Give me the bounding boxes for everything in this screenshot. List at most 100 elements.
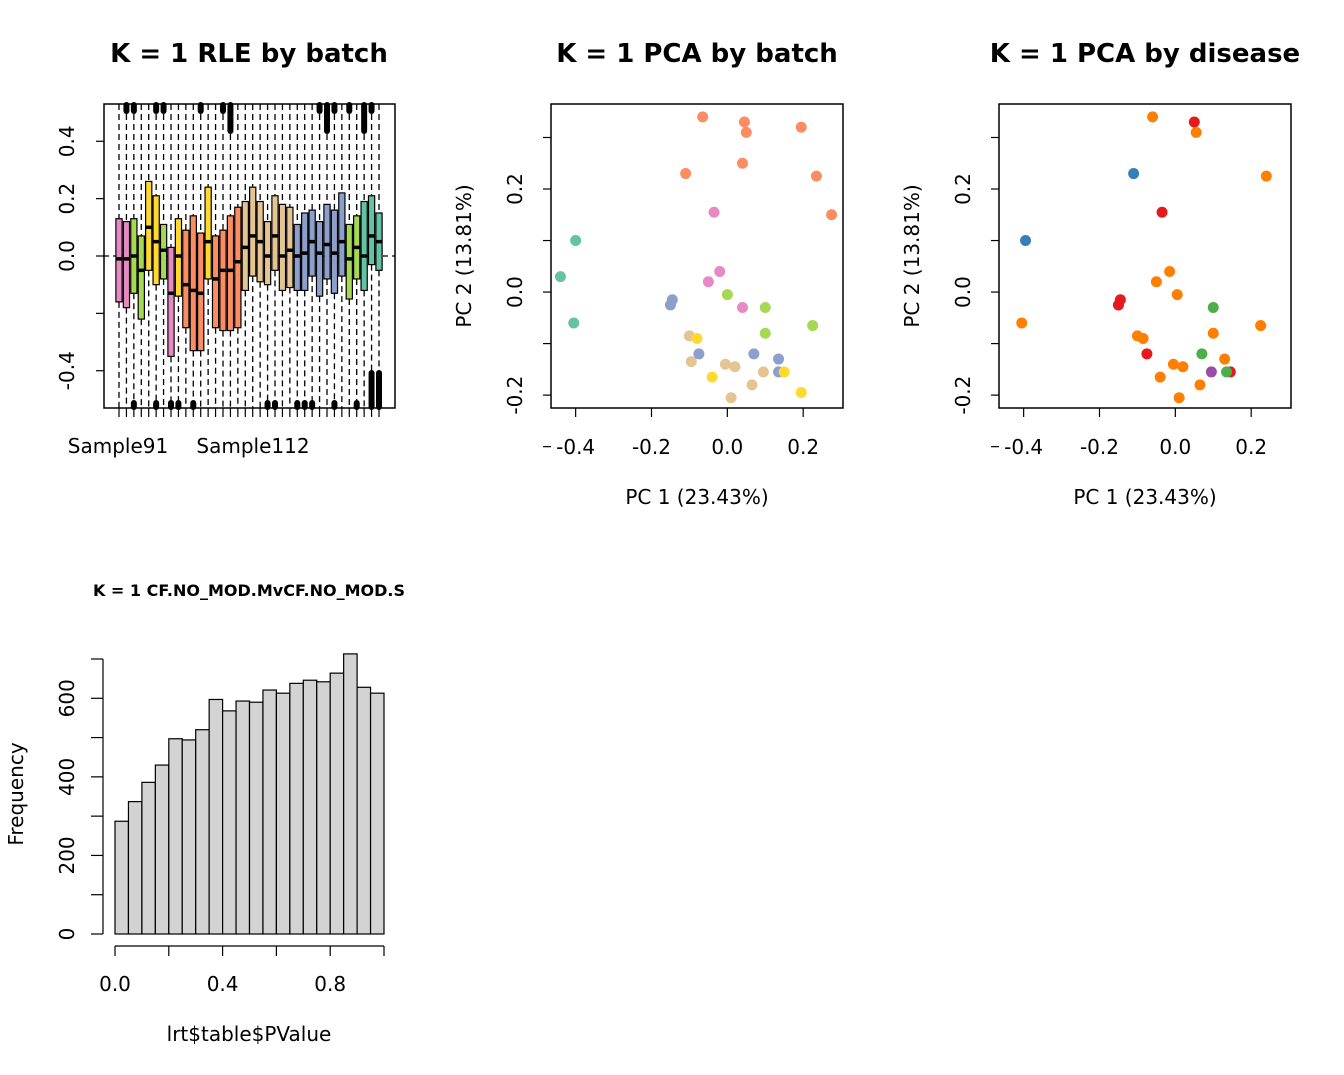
pca-disease-ytick-label: -0.2: [951, 376, 975, 415]
pca-batch-ytick-label: -0.2: [503, 376, 527, 415]
pca-batch-point: [714, 265, 726, 277]
histogram-bar: [248, 701, 264, 935]
histogram-bar: [222, 710, 237, 935]
pca-disease-ytick-label: 0.0: [951, 276, 975, 308]
histogram-bar: [127, 801, 143, 935]
pca-disease-point: [1221, 366, 1233, 378]
rle-title: K = 1 RLE by batch: [110, 39, 388, 69]
pca-batch-point: [740, 126, 752, 138]
histogram-bar: [141, 781, 156, 935]
pca-batch-point: [719, 358, 731, 370]
histogram-axes: 0.0 0.4 0.8 0 200 400 600: [55, 658, 385, 996]
pca-batch-xtick-label: 0.2: [787, 435, 819, 459]
pca-disease-point: [1167, 358, 1179, 370]
rle-box: [345, 223, 353, 300]
pca-batch-xtick-label: -0.2: [632, 435, 671, 459]
pca-disease-ytick-label: 0.2: [951, 173, 975, 205]
pca-disease-xtick-label: -0.2: [1080, 435, 1119, 459]
pca-disease-title: K = 1 PCA by disease: [990, 39, 1300, 69]
histogram-bar: [289, 682, 304, 935]
pca-batch-point: [748, 348, 760, 360]
rle-box: [271, 195, 279, 271]
pca-disease-point: [1196, 348, 1208, 360]
histogram-bar: [262, 689, 278, 935]
pca-batch-point: [568, 317, 580, 329]
rle-ytick-label: -0.4: [55, 351, 79, 390]
histogram-bar: [168, 738, 183, 935]
pca-disease-point: [1190, 126, 1202, 138]
histogram-bar: [181, 739, 197, 935]
rle-box: [315, 220, 324, 297]
rle-xtick-label-sample112: Sample112: [196, 434, 309, 458]
pvalue-histogram-panel: K = 1 CF.NO_MOD.MvCF.NO_MOD.S 0.0 0.4 0.80…: [4, 581, 405, 1046]
rle-box: [367, 195, 376, 266]
pca-batch-point: [570, 235, 582, 247]
rle-box: [323, 203, 331, 280]
pca-disease-point: [1154, 371, 1166, 383]
histogram-ytick-label: 200: [55, 836, 79, 874]
pca-batch-point: [691, 332, 703, 344]
histogram-xtick-label: 0.4: [207, 972, 239, 996]
rle-outlier-cluster-top: [346, 102, 353, 114]
pca-disease-point: [1137, 332, 1149, 344]
pca-batch-plot-frame: [550, 103, 844, 409]
histogram-bar: [343, 653, 358, 935]
histogram-bar: [302, 679, 318, 935]
pca-disease-point: [1150, 276, 1162, 288]
rle-box: [263, 220, 272, 286]
histogram-bar: [114, 820, 130, 935]
histogram-xtick-label: 0.8: [314, 972, 346, 996]
pca-disease-axes: -0.4 -0.2 0.0 0.2 -0.2 0.0 0.2: [951, 136, 1267, 459]
pca-disease-point: [1141, 348, 1153, 360]
histogram-xlabel: lrt$table$PValue: [167, 1022, 332, 1046]
rle-box: [226, 215, 235, 332]
pca-batch-point: [737, 157, 749, 169]
rle-ytick-label: 0.0: [55, 240, 79, 272]
rle-outlier-cluster-top: [324, 102, 330, 134]
pca-disease-plot-frame: [998, 103, 1292, 409]
rle-outlier-cluster-top: [368, 102, 375, 114]
histogram-bars: [114, 653, 385, 935]
histogram-ytick-label: 0: [55, 928, 79, 941]
pca-batch-point: [826, 209, 838, 221]
pca-disease-panel: K = 1 PCA by disease -0.4 -0.2 0.0 0.2 -0.2 0…: [900, 39, 1300, 509]
pca-batch-point: [706, 371, 718, 383]
rle-outlier-cluster-bottom: [368, 370, 375, 410]
rle-box: [338, 192, 346, 277]
pca-disease-point: [1194, 379, 1206, 391]
histogram-bar: [316, 681, 331, 935]
pca-disease-points: [1016, 111, 1272, 404]
pca-disease-xtick-label: -0.4: [1004, 435, 1043, 459]
histogram-bar: [195, 729, 210, 935]
pca-batch-point: [759, 327, 771, 339]
histogram-bar: [275, 692, 291, 935]
histogram-bar: [208, 698, 224, 935]
histogram-ylabel: Frequency: [4, 742, 28, 845]
rle-outlier-cluster-bottom: [376, 370, 382, 410]
rle-boxplot-panel: K = 1 RLE by batch -0.4 0.0 0.2 0.4 Sample9…: [55, 39, 396, 458]
pca-disease-point: [1128, 168, 1140, 180]
histogram-bar: [356, 686, 372, 935]
rle-box: [182, 229, 190, 329]
rle-box: [286, 206, 294, 289]
pca-batch-ylabel: PC 2 (13.81%): [452, 184, 476, 327]
rle-outlier-cluster-top: [220, 102, 226, 114]
rle-outlier-cluster-top: [153, 102, 160, 114]
histogram-bar: [369, 692, 385, 935]
rle-outlier-cluster-top: [361, 102, 368, 134]
pca-batch-points: [554, 111, 838, 404]
pca-batch-point: [773, 353, 785, 365]
pca-batch-point: [759, 302, 771, 314]
pca-batch-ytick-label: 0.2: [503, 173, 527, 205]
rle-box: [234, 206, 242, 329]
pca-disease-point: [1171, 289, 1183, 301]
histogram-bar: [329, 672, 345, 935]
rle-box: [137, 235, 145, 320]
pca-batch-point: [746, 379, 758, 391]
pca-batch-point: [778, 366, 790, 378]
pca-disease-point: [1164, 265, 1176, 277]
pca-batch-xtick-label: -0.4: [556, 435, 595, 459]
rle-xtick-label-sample91: Sample91: [68, 434, 168, 458]
pca-batch-point: [697, 111, 709, 123]
rle-box: [249, 186, 257, 277]
